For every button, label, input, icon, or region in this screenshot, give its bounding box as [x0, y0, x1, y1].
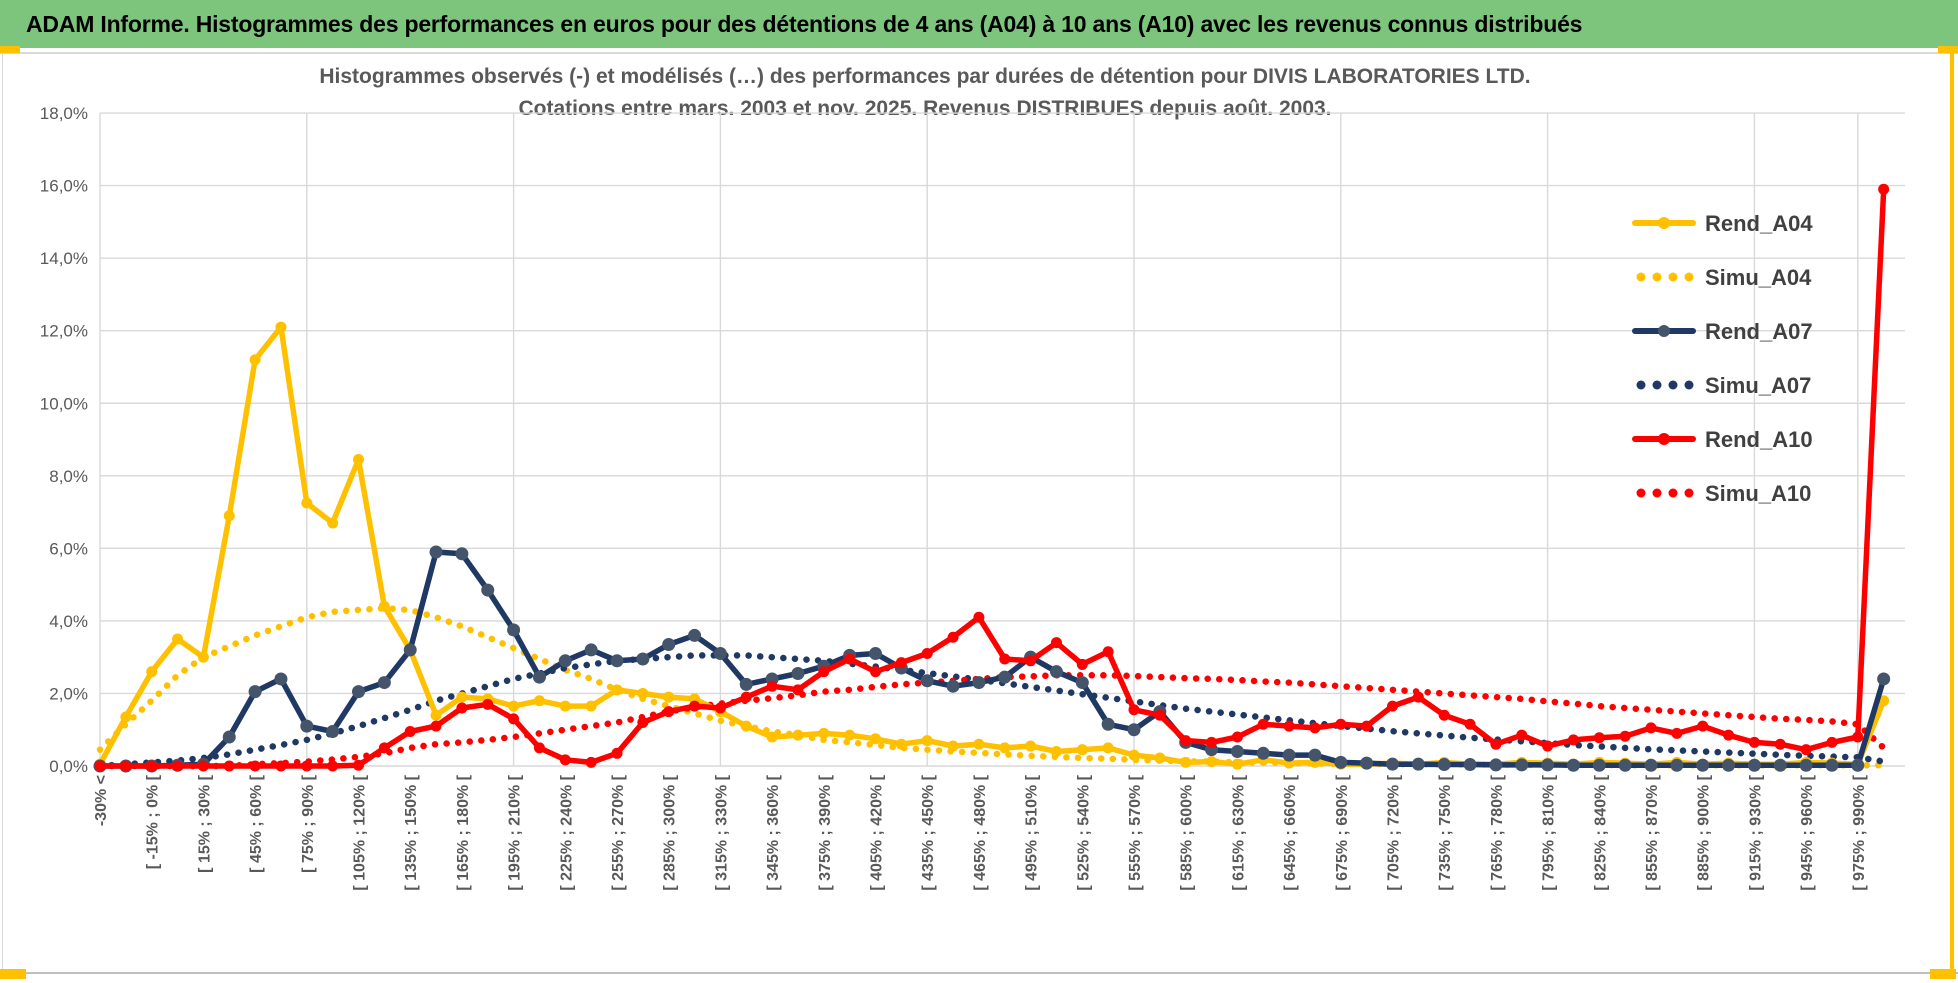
legend-label: Simu_A04 [1705, 265, 1812, 290]
svg-text:[ 255% ; 270% [: [ 255% ; 270% [ [610, 774, 627, 890]
legend-label: Simu_A07 [1705, 373, 1811, 398]
svg-text:[ 165% ; 180% [: [ 165% ; 180% [ [455, 774, 472, 890]
svg-text:16,0%: 16,0% [40, 177, 88, 196]
svg-text:[ 645% ; 660% [: [ 645% ; 660% [ [1282, 774, 1299, 890]
legend-marker-dot [1658, 217, 1670, 229]
svg-text:[ 855% ; 870% [: [ 855% ; 870% [ [1644, 774, 1661, 890]
series-Simu_A10[interactable] [96, 672, 1887, 770]
svg-text:[ 45% ; 60% [: [ 45% ; 60% [ [248, 774, 265, 872]
svg-text:[ 615% ; 630% [: [ 615% ; 630% [ [1230, 774, 1247, 890]
performance-histogram-chart[interactable]: 0,0% 2,0% 4,0% 6,0% 8,0% 10,0% 12,0% 14,0% 16,0%… [0, 53, 1958, 972]
svg-text:[ 375% ; 390% [: [ 375% ; 390% [ [817, 774, 834, 890]
svg-text:[ 945% ; 960% [: [ 945% ; 960% [ [1799, 774, 1816, 890]
legend-dotted-swatch-dot [1684, 488, 1694, 498]
selection-handle-top-left[interactable] [0, 46, 20, 53]
svg-text:[ 765% ; 780% [: [ 765% ; 780% [ [1489, 774, 1506, 890]
selection-border-right[interactable] [1950, 53, 1954, 978]
chart-title: Histogrammes observés (-) et modélisés (… [319, 65, 1531, 88]
legend-dotted-swatch-dot [1684, 380, 1694, 390]
legend-label: Rend_A07 [1705, 319, 1813, 344]
series-Rend_A04[interactable] [94, 321, 1890, 770]
svg-text:[ 15% ; 30% [: [ 15% ; 30% [ [196, 774, 213, 872]
legend-dotted-swatch-dot [1636, 488, 1646, 498]
selection-handle-bottom-right[interactable] [1930, 969, 1956, 979]
header-bar: ADAM Informe. Histogrammes des performan… [0, 0, 1958, 48]
svg-text:14,0%: 14,0% [40, 249, 88, 268]
legend-dotted-swatch-dot [1684, 272, 1694, 282]
svg-text:18,0%: 18,0% [40, 104, 88, 123]
chart-subtitle: Cotations entre mars. 2003 et nov. 2025.… [518, 97, 1332, 120]
svg-text:[ 135% ; 150% [: [ 135% ; 150% [ [403, 774, 420, 890]
svg-text:[ 795% ; 810% [: [ 795% ; 810% [ [1541, 774, 1558, 890]
page-title: ADAM Informe. Histogrammes des performan… [26, 10, 1583, 37]
legend-item-Simu_A04[interactable]: Simu_A04 [1636, 265, 1813, 290]
svg-text:0,0%: 0,0% [49, 757, 88, 776]
chart-title-block: Histogrammes observés (-) et modélisés (… [0, 60, 1850, 124]
svg-text:[ 285% ; 300% [: [ 285% ; 300% [ [662, 774, 679, 890]
svg-text:[ 555% ; 570% [: [ 555% ; 570% [ [1127, 774, 1144, 890]
legend-dotted-swatch-dot [1668, 380, 1678, 390]
header-divider [0, 52, 1958, 54]
legend-item-Rend_A04[interactable]: Rend_A04 [1632, 211, 1813, 236]
legend-dotted-swatch-dot [1652, 488, 1662, 498]
svg-text:[ 345% ; 360% [: [ 345% ; 360% [ [765, 774, 782, 890]
selection-handle-top-right[interactable] [1938, 46, 1958, 53]
svg-text:8,0%: 8,0% [49, 467, 88, 486]
legend-dotted-swatch-dot [1652, 380, 1662, 390]
legend-item-Simu_A10[interactable]: Simu_A10 [1636, 481, 1812, 506]
svg-text:[ -15% ; 0% [: [ -15% ; 0% [ [145, 774, 162, 869]
legend-dotted-swatch-dot [1668, 488, 1678, 498]
svg-text:[ 915% ; 930% [: [ 915% ; 930% [ [1747, 774, 1764, 890]
svg-text:[ 585% ; 600% [: [ 585% ; 600% [ [1179, 774, 1196, 890]
legend-dotted-swatch-dot [1668, 272, 1678, 282]
y-axis-labels: 0,0% 2,0% 4,0% 6,0% 8,0% 10,0% 12,0% 14,0% 16,0%… [40, 104, 88, 776]
svg-text:[ 435% ; 450% [: [ 435% ; 450% [ [920, 774, 937, 890]
svg-text:[ 735% ; 750% [: [ 735% ; 750% [ [1437, 774, 1454, 890]
legend-dotted-swatch-dot [1636, 272, 1646, 282]
svg-text:[ 465% ; 480% [: [ 465% ; 480% [ [972, 774, 989, 890]
svg-text:[ 195% ; 210% [: [ 195% ; 210% [ [507, 774, 524, 890]
legend-label: Rend_A04 [1705, 211, 1813, 236]
legend-item-Rend_A07[interactable]: Rend_A07 [1632, 319, 1813, 344]
left-edge-line [2, 53, 3, 972]
svg-text:[ 495% ; 510% [: [ 495% ; 510% [ [1024, 774, 1041, 890]
svg-text:[ 225% ; 240% [: [ 225% ; 240% [ [558, 774, 575, 890]
svg-text:[ 405% ; 420% [: [ 405% ; 420% [ [869, 774, 886, 890]
legend-label: Simu_A10 [1705, 481, 1811, 506]
svg-text:[ 975% ; 990% [: [ 975% ; 990% [ [1851, 774, 1868, 890]
legend-label: Rend_A10 [1705, 427, 1813, 452]
svg-text:12,0%: 12,0% [40, 322, 88, 341]
svg-text:[ 525% ; 540% [: [ 525% ; 540% [ [1075, 774, 1092, 890]
selection-handle-bottom-left[interactable] [0, 969, 26, 979]
svg-text:4,0%: 4,0% [49, 612, 88, 631]
svg-text:6,0%: 6,0% [49, 539, 88, 558]
svg-text:[ 315% ; 330% [: [ 315% ; 330% [ [713, 774, 730, 890]
svg-text:[ 825% ; 840% [: [ 825% ; 840% [ [1592, 774, 1609, 890]
series-Rend_A10[interactable] [94, 183, 1890, 772]
legend-dotted-swatch-dot [1636, 380, 1646, 390]
svg-text:10,0%: 10,0% [40, 394, 88, 413]
series-Simu_A07[interactable] [96, 652, 1887, 770]
svg-text:[ 885% ; 900% [: [ 885% ; 900% [ [1696, 774, 1713, 890]
legend: Rend_A04 Simu_A04 Rend_A07 Simu_A07 Rend_A10… [1632, 211, 1813, 506]
svg-text:[ 705% ; 720% [: [ 705% ; 720% [ [1386, 774, 1403, 890]
legend-dotted-swatch-dot [1652, 272, 1662, 282]
svg-text:[ 105% ; 120% [: [ 105% ; 120% [ [352, 774, 369, 890]
legend-item-Rend_A10[interactable]: Rend_A10 [1632, 427, 1813, 452]
bottom-edge-line [0, 972, 1958, 974]
svg-text:-30% <: -30% < [93, 775, 110, 826]
legend-item-Simu_A07[interactable]: Simu_A07 [1636, 373, 1812, 398]
legend-marker-dot [1658, 433, 1670, 445]
gridlines [99, 112, 1905, 767]
svg-text:2,0%: 2,0% [49, 684, 88, 703]
x-axis-labels: -30% < [ -15% ; 0% [ [ 15% ; 30% [ [ 45% ; … [93, 774, 1868, 890]
svg-text:[ 675% ; 690% [: [ 675% ; 690% [ [1334, 774, 1351, 890]
svg-text:[ 75% ; 90% [: [ 75% ; 90% [ [300, 774, 317, 872]
legend-marker-dot [1658, 325, 1670, 337]
